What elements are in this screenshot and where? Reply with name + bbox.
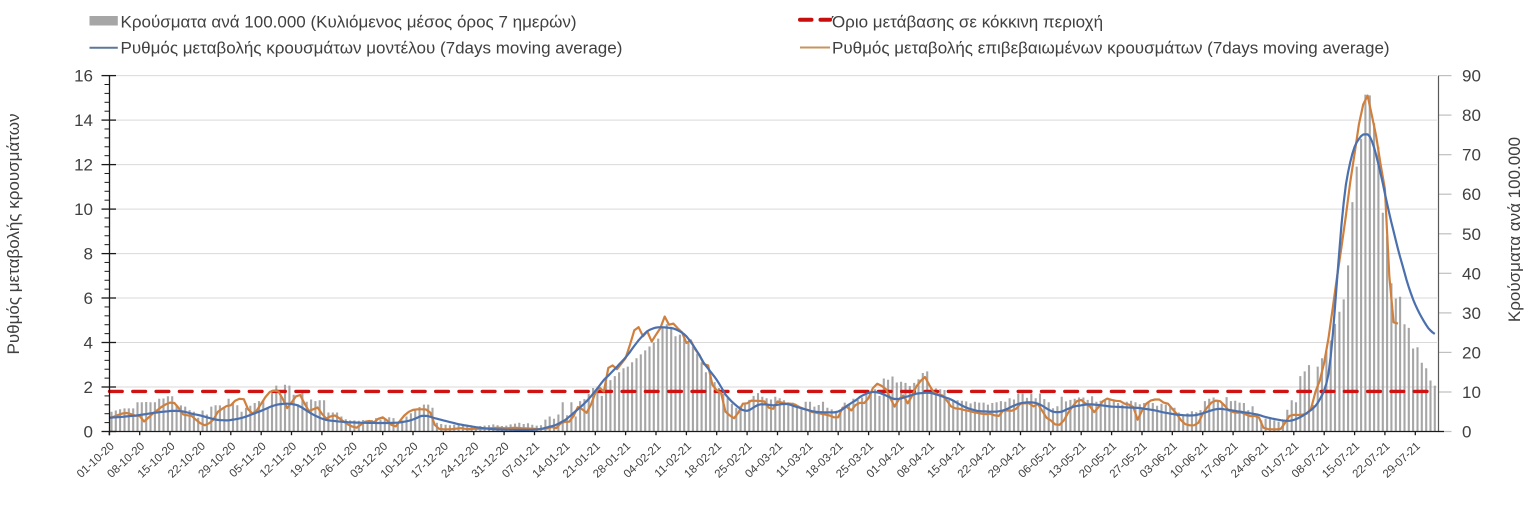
- svg-text:14: 14: [74, 111, 93, 130]
- svg-text:Ρυθμός μεταβολής κρουσμάτων μο: Ρυθμός μεταβολής κρουσμάτων μοντέλου (7d…: [121, 39, 623, 58]
- svg-text:12: 12: [74, 156, 93, 175]
- svg-text:Ρυθμός μεταβολής κρουσμάτων: Ρυθμός μεταβολής κρουσμάτων: [4, 114, 23, 355]
- svg-text:10: 10: [1462, 383, 1481, 402]
- svg-text:2: 2: [84, 378, 93, 397]
- svg-text:Κρούσματα ανά 100.000 (Κυλιόμε: Κρούσματα ανά 100.000 (Κυλιόμενος μέσος …: [121, 13, 577, 32]
- svg-text:16: 16: [74, 67, 93, 86]
- svg-text:Ρυθμός μεταβολής επιβεβαιωμένω: Ρυθμός μεταβολής επιβεβαιωμένων κρουσμάτ…: [832, 39, 1390, 58]
- svg-text:50: 50: [1462, 225, 1481, 244]
- svg-text:6: 6: [84, 289, 93, 308]
- svg-text:4: 4: [84, 334, 93, 353]
- svg-text:70: 70: [1462, 146, 1481, 165]
- svg-text:20: 20: [1462, 343, 1481, 362]
- svg-text:30: 30: [1462, 304, 1481, 323]
- svg-text:0: 0: [1462, 423, 1471, 442]
- svg-text:8: 8: [84, 245, 93, 264]
- svg-text:Όριο μετάβασης σε κόκκινη περι: Όριο μετάβασης σε κόκκινη περιοχή: [831, 13, 1103, 32]
- svg-text:90: 90: [1462, 67, 1481, 86]
- svg-text:80: 80: [1462, 106, 1481, 125]
- svg-text:0: 0: [84, 423, 93, 442]
- svg-text:40: 40: [1462, 264, 1481, 283]
- svg-text:10: 10: [74, 200, 93, 219]
- svg-text:60: 60: [1462, 185, 1481, 204]
- svg-text:Κρούσματα ανά 100.000: Κρούσματα ανά 100.000: [1505, 137, 1524, 322]
